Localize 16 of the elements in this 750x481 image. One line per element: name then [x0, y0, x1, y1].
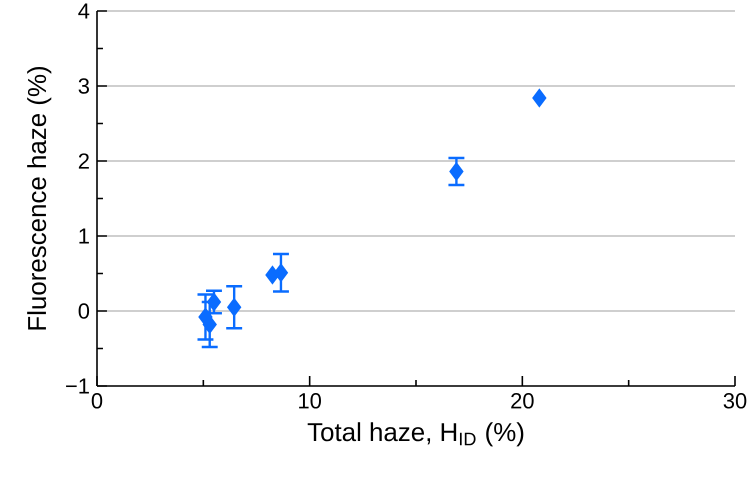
x-tick-label: 20 [511, 393, 534, 409]
y-tick-label: 0 [78, 303, 90, 319]
y-tick-label: 4 [78, 3, 90, 19]
y-axis-title: Fluorescence haze (%) [27, 66, 52, 330]
y-tick-label: −1 [66, 378, 89, 394]
point [532, 88, 546, 108]
x-tick-label: 0 [92, 393, 102, 409]
y-tick-label: 1 [79, 228, 89, 244]
y-tick-label: 3 [78, 78, 89, 94]
x-tick-label: 10 [299, 393, 321, 409]
point [449, 162, 464, 181]
x-axis-title: Total haze, H$_{ID}$ (%) [308, 422, 524, 446]
point [227, 298, 242, 317]
point [274, 263, 288, 282]
x-tick-label: 30 [724, 393, 746, 409]
y-tick-label: 2 [78, 153, 89, 169]
